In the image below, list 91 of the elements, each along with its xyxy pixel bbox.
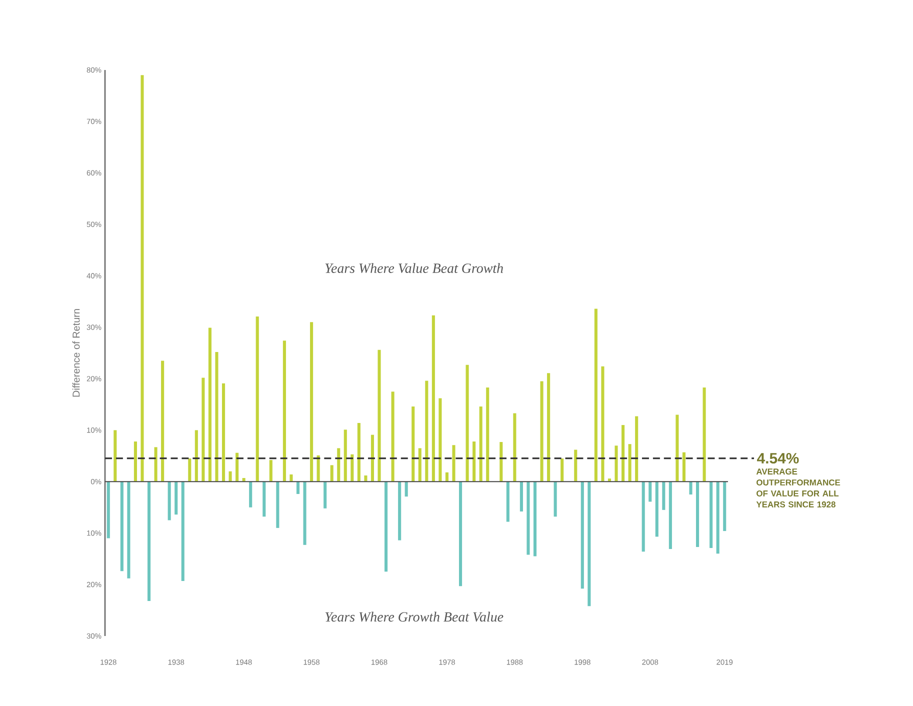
bar: [689, 482, 692, 494]
bar: [134, 441, 137, 482]
bar: [452, 445, 456, 482]
bar: [655, 482, 658, 537]
bar: [716, 482, 720, 554]
bar: [574, 450, 578, 482]
y-axis-title: Difference of Return: [72, 309, 80, 397]
bar: [236, 452, 239, 482]
bar: [269, 460, 272, 482]
bar: [282, 340, 286, 482]
bar: [513, 413, 516, 482]
bar: [702, 387, 706, 482]
bar: [676, 414, 679, 482]
bar: [648, 482, 652, 502]
bar: [547, 373, 550, 482]
bar: [208, 328, 212, 482]
bar: [682, 452, 686, 482]
bar: [540, 381, 544, 482]
bar: [161, 360, 164, 482]
bar: [588, 482, 591, 606]
bar: [310, 322, 314, 482]
bar: [554, 482, 557, 517]
bar: [303, 482, 306, 545]
bar: [486, 387, 490, 482]
bar: [276, 482, 280, 528]
bar: [560, 458, 564, 482]
bar: [642, 482, 645, 552]
bar: [723, 482, 726, 532]
bar: [114, 430, 117, 482]
bar: [635, 416, 638, 482]
bar: [391, 392, 394, 482]
bar: [330, 465, 334, 482]
annotation: Years Where Value Beat Growth: [325, 263, 503, 274]
ref-line-label: 4.54%: [757, 453, 799, 464]
bar: [344, 430, 347, 482]
bar: [296, 482, 300, 494]
bar: [337, 448, 340, 482]
bar: [398, 482, 402, 540]
bar: [194, 430, 198, 482]
bar: [506, 482, 510, 522]
bar: [479, 406, 482, 482]
bar: [262, 482, 266, 517]
bar: [520, 482, 523, 512]
bar: [662, 482, 666, 510]
bar: [526, 482, 530, 555]
bar: [324, 482, 327, 508]
bar: [425, 380, 428, 482]
bar: [404, 482, 408, 497]
bar: [472, 441, 476, 482]
bar: [601, 366, 604, 482]
bar: [594, 308, 598, 482]
bar: [106, 482, 110, 538]
bar: [580, 482, 584, 589]
bar: [500, 442, 503, 482]
bar: [432, 315, 435, 482]
bar: [188, 458, 192, 482]
bar: [357, 422, 360, 482]
bar: [120, 482, 124, 572]
bar: [147, 482, 151, 602]
bar: [154, 447, 158, 482]
bar: [668, 482, 672, 550]
bar: [533, 482, 537, 556]
bar: [370, 434, 374, 482]
bar: [222, 383, 226, 482]
text: AVERAGE OUTPERFORMANCE OF VALUE FOR ALL YEARS SINCE 1928: [756, 468, 840, 508]
bar: [202, 378, 205, 482]
bar: [256, 316, 259, 482]
bar: [228, 471, 232, 482]
annotation: Years Where Growth Beat Value: [325, 612, 504, 622]
bar: [445, 472, 448, 482]
bar: [378, 350, 381, 482]
bar: [350, 454, 354, 482]
bar: [168, 482, 171, 520]
bar: [174, 482, 178, 515]
bar: [316, 455, 320, 482]
bar: [438, 398, 442, 482]
bar: [466, 364, 469, 482]
bar: [614, 446, 618, 482]
bar: [458, 482, 462, 586]
bar: [384, 482, 388, 572]
bar: [249, 482, 252, 508]
bar: [622, 425, 625, 482]
bar: [412, 406, 415, 482]
bar: [696, 482, 700, 547]
bar: [215, 352, 218, 482]
bar: [710, 482, 713, 548]
bar: [181, 482, 184, 581]
bar: [140, 75, 144, 482]
bar: [418, 448, 422, 482]
bar: [127, 482, 130, 578]
bar: [628, 444, 632, 482]
